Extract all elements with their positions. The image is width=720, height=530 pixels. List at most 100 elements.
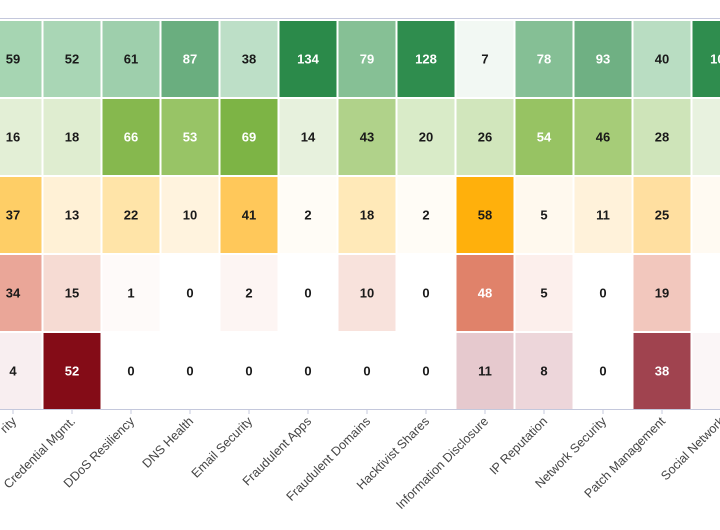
heatmap-cell xyxy=(102,255,160,331)
heatmap-cell xyxy=(102,333,160,409)
heatmap-cell xyxy=(456,333,514,409)
heatmap-cell xyxy=(692,333,720,409)
cell-value-label: 20 xyxy=(419,130,433,145)
heatmap-cell xyxy=(574,333,632,409)
cell-value-label: 15 xyxy=(65,286,79,301)
heatmap-cells xyxy=(0,21,720,409)
heatmap-cell xyxy=(574,177,632,253)
heatmap-cell xyxy=(633,333,691,409)
heatmap-cell xyxy=(161,255,219,331)
cell-value-label: 10 xyxy=(360,286,374,301)
heatmap-cell xyxy=(633,99,691,175)
cell-value-label: 100 xyxy=(710,52,720,67)
cell-value-label: 7 xyxy=(481,52,488,67)
heatmap-cell xyxy=(0,255,42,331)
cell-value-label: 87 xyxy=(183,52,197,67)
heatmap-cell xyxy=(279,99,337,175)
heatmap-cell xyxy=(338,177,396,253)
cell-value-label: 66 xyxy=(124,130,138,145)
cell-value-label: 22 xyxy=(124,208,138,223)
heatmap-cell xyxy=(692,255,720,331)
heatmap-cell xyxy=(161,21,219,97)
cell-value-label: 18 xyxy=(65,130,79,145)
heatmap-cell xyxy=(43,333,101,409)
heatmap-cell xyxy=(397,255,455,331)
heatmap-cell xyxy=(220,255,278,331)
heatmap-cell xyxy=(43,255,101,331)
heatmap-cell xyxy=(102,21,160,97)
cell-value-label: 40 xyxy=(655,52,669,67)
cell-value-label: 25 xyxy=(655,208,669,223)
x-tick-label: Email Security xyxy=(189,414,256,481)
heatmap-cell xyxy=(338,255,396,331)
cell-value-label: 93 xyxy=(596,52,610,67)
cell-value-label: 0 xyxy=(422,364,429,379)
cell-value-label: 8 xyxy=(540,364,547,379)
cell-value-label: 11 xyxy=(478,364,492,379)
heatmap-cell xyxy=(515,177,573,253)
x-tick-label: IP Reputation xyxy=(487,414,550,477)
heatmap-cell xyxy=(397,177,455,253)
cell-value-label: 16 xyxy=(6,130,20,145)
cell-value-label: 14 xyxy=(301,130,316,145)
heatmap-cell xyxy=(279,21,337,97)
heatmap-cell xyxy=(279,177,337,253)
cell-value-label: 0 xyxy=(599,286,606,301)
x-tick-label: DNS Health xyxy=(140,414,197,471)
cell-value-label: 53 xyxy=(183,130,197,145)
heatmap-cell xyxy=(456,177,514,253)
heatmap-cell xyxy=(220,21,278,97)
heatmap-cell xyxy=(220,99,278,175)
heatmap-cell xyxy=(515,21,573,97)
heatmap-cell xyxy=(574,99,632,175)
heatmap-cell xyxy=(102,99,160,175)
cell-value-label: 0 xyxy=(186,286,193,301)
cell-value-label: 134 xyxy=(297,52,319,67)
cell-value-label: 0 xyxy=(304,286,311,301)
cell-value-label: 13 xyxy=(65,208,79,223)
heatmap-cell xyxy=(43,21,101,97)
cell-value-label: 5 xyxy=(540,286,547,301)
heatmap-cell xyxy=(574,255,632,331)
heatmap-cell xyxy=(102,177,160,253)
cell-value-label: 38 xyxy=(655,364,669,379)
cell-value-label: 48 xyxy=(478,286,492,301)
cell-value-label: 10 xyxy=(183,208,197,223)
cell-value-label: 19 xyxy=(655,286,669,301)
cell-value-label: 5 xyxy=(540,208,547,223)
heatmap-cell xyxy=(574,21,632,97)
heatmap-cell xyxy=(456,255,514,331)
cell-value-label: 59 xyxy=(6,52,20,67)
cell-value-label: 0 xyxy=(599,364,606,379)
cell-value-label: 0 xyxy=(304,364,311,379)
cell-value-label: 2 xyxy=(245,286,252,301)
heatmap-cell xyxy=(397,333,455,409)
heatmap-cell xyxy=(0,333,42,409)
cell-value-label: 11 xyxy=(596,208,610,223)
cell-value-label: 0 xyxy=(127,364,134,379)
cell-value-label: 79 xyxy=(360,52,374,67)
cell-value-label: 61 xyxy=(124,52,138,67)
cell-value-label: 26 xyxy=(478,130,492,145)
heatmap-cell xyxy=(0,99,42,175)
cell-value-label: 58 xyxy=(478,208,492,223)
cell-value-label: 4 xyxy=(9,364,17,379)
cell-value-label: 52 xyxy=(65,364,79,379)
heatmap-cell xyxy=(0,21,42,97)
heatmap-cell xyxy=(397,99,455,175)
cell-value-label: 0 xyxy=(363,364,370,379)
heatmap-cell xyxy=(456,99,514,175)
cell-value-label: 52 xyxy=(65,52,79,67)
heatmap-cell xyxy=(633,177,691,253)
heatmap-cell xyxy=(515,333,573,409)
heatmap-cell xyxy=(220,177,278,253)
heatmap-cell xyxy=(692,99,720,175)
cell-value-label: 54 xyxy=(537,130,552,145)
cell-labels: 5952618738134791287789340100161866536914… xyxy=(6,52,720,379)
heatmap-cell xyxy=(220,333,278,409)
heatmap-cell xyxy=(633,21,691,97)
heatmap-cell xyxy=(515,99,573,175)
heatmap-cell xyxy=(515,255,573,331)
heatmap-cell xyxy=(0,177,42,253)
